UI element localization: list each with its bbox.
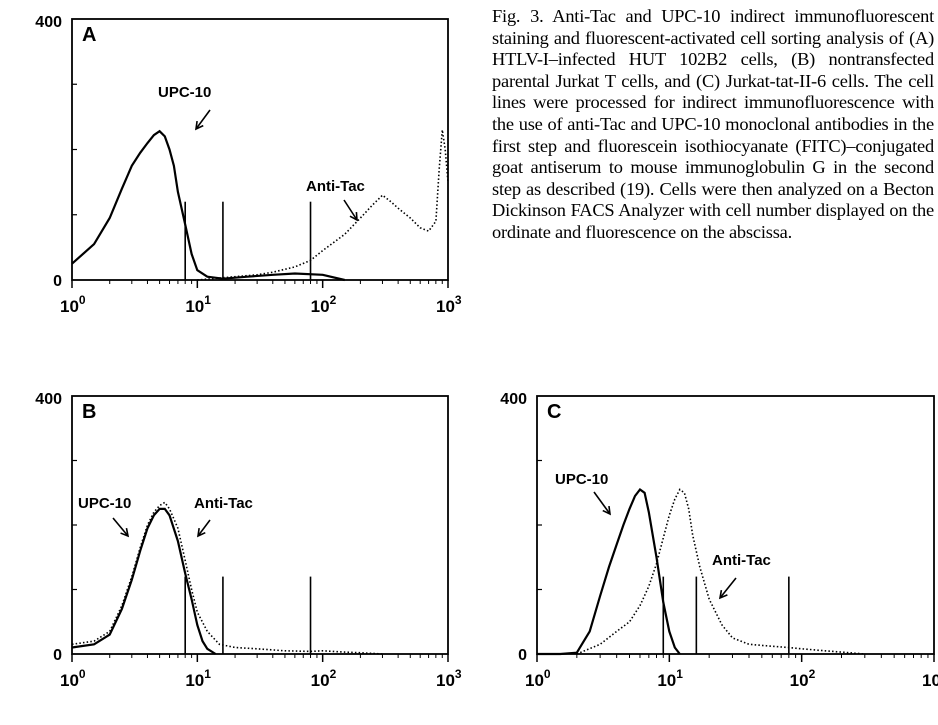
panel-letter: C	[547, 401, 561, 423]
annotation-arrow-shaft	[112, 517, 129, 537]
y-tick-label: 400	[35, 14, 62, 31]
series-anti-tac	[71, 501, 383, 655]
series-anti-tac	[197, 129, 449, 281]
series-anti-tac	[576, 488, 865, 655]
annotation-arrow-shaft	[197, 519, 211, 537]
caption-label: Fig. 3.	[492, 6, 544, 26]
annotation-arrow-head	[349, 211, 358, 222]
panel-a: 100 101 102 103 0 400 A UPC-10 Anti-Tac	[35, 14, 462, 316]
x-tick-label: 101	[657, 667, 683, 690]
annotation-arrow-shaft	[593, 491, 611, 515]
annotation-arrow-head	[195, 120, 204, 131]
x-tick-label: 100	[60, 293, 86, 316]
x-tick-label: 103	[922, 667, 938, 690]
plot-frame	[71, 18, 449, 281]
annotation-arrow-head	[602, 505, 611, 516]
plot-frame	[536, 395, 935, 655]
series-annotation: UPC-10	[158, 84, 211, 101]
annotation-arrow-head	[196, 527, 206, 538]
x-tick-label: 101	[185, 667, 211, 690]
series-upc-10	[71, 129, 345, 282]
y-tick-label: 0	[518, 647, 527, 664]
annotation-arrow-head	[718, 589, 728, 600]
panel-b: 100 101 102 103 0 400 B UPC-10 Anti-Tac	[35, 391, 462, 690]
annotation-arrow-shaft	[195, 109, 211, 130]
series-annotation: UPC-10	[555, 471, 608, 488]
caption-text: Anti-Tac and UPC-10 indirect immunofluor…	[492, 6, 934, 242]
series-annotation: Anti-Tac	[194, 495, 253, 512]
x-tick-label: 102	[311, 667, 337, 690]
series-upc-10	[537, 487, 681, 656]
series-annotation: Anti-Tac	[306, 178, 365, 195]
x-tick-label: 103	[436, 293, 462, 316]
y-tick-label: 400	[500, 391, 527, 408]
y-tick-label: 0	[53, 647, 62, 664]
annotation-arrow-shaft	[719, 577, 737, 599]
figure-caption: Fig. 3. Anti-Tac and UPC-10 indirect imm…	[492, 6, 934, 244]
x-tick-label: 100	[525, 667, 551, 690]
series-annotation: Anti-Tac	[712, 552, 771, 569]
panel-letter: A	[82, 24, 96, 46]
annotation-arrow-head	[120, 527, 130, 538]
series-annotation: UPC-10	[78, 495, 131, 512]
plot-frame	[71, 395, 449, 655]
series-upc-10	[71, 507, 217, 655]
x-tick-label: 100	[60, 667, 86, 690]
x-tick-label: 102	[790, 667, 816, 690]
x-tick-label: 102	[311, 293, 337, 316]
panel-letter: B	[82, 401, 96, 423]
annotation-arrow-shaft	[343, 199, 358, 221]
y-tick-label: 0	[53, 273, 62, 290]
x-tick-label: 103	[436, 667, 462, 690]
y-tick-label: 400	[35, 391, 62, 408]
panel-c: 100 101 102 103 0 400 C UPC-10 Anti-Tac	[500, 391, 938, 690]
x-tick-label: 101	[185, 293, 211, 316]
